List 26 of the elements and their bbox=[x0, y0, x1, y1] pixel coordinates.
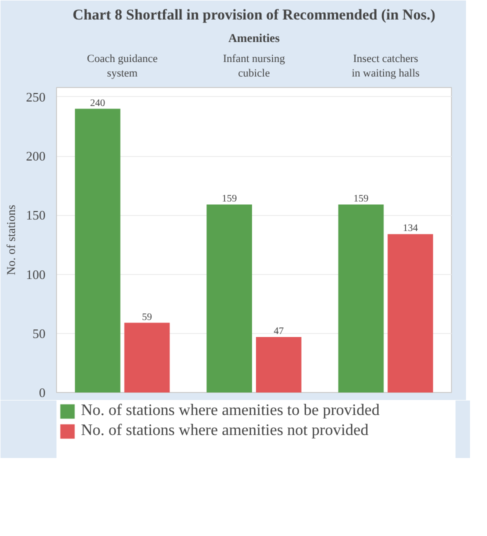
y-tick-label: 150 bbox=[26, 208, 46, 223]
data-label: 59 bbox=[142, 312, 152, 323]
x-tick-label: Coach guidance system bbox=[87, 53, 158, 80]
data-label: 159 bbox=[222, 194, 237, 205]
bar bbox=[206, 204, 252, 392]
data-label: 240 bbox=[90, 98, 106, 109]
x-axis-title: Amenities bbox=[228, 31, 280, 46]
bar bbox=[256, 336, 302, 392]
bar bbox=[338, 204, 384, 392]
data-label: 134 bbox=[402, 223, 418, 234]
bar bbox=[388, 234, 434, 392]
y-axis-title: No. of stations bbox=[4, 204, 18, 276]
data-label: 47 bbox=[274, 326, 284, 337]
y-tick-label: 200 bbox=[26, 148, 46, 164]
bar bbox=[74, 108, 120, 392]
legend-label: No. of stations where amenities to be provided bbox=[81, 402, 380, 420]
y-tick-label: 250 bbox=[26, 89, 46, 104]
y-tick-label: 100 bbox=[26, 266, 46, 282]
bar bbox=[124, 322, 170, 392]
y-tick-label: 50 bbox=[32, 326, 46, 341]
chart-title: Chart 8 Shortfall in provision of Recommended (in Nos.) bbox=[72, 8, 436, 24]
y-tick-label: 0 bbox=[39, 385, 46, 400]
legend-label: No. of stations where amenities not provided bbox=[81, 422, 368, 440]
data-label: 159 bbox=[353, 194, 368, 205]
x-tick-label: Infant nursing cubicle bbox=[222, 53, 286, 80]
x-tick-label: Insect catchers in waiting halls bbox=[352, 53, 420, 80]
